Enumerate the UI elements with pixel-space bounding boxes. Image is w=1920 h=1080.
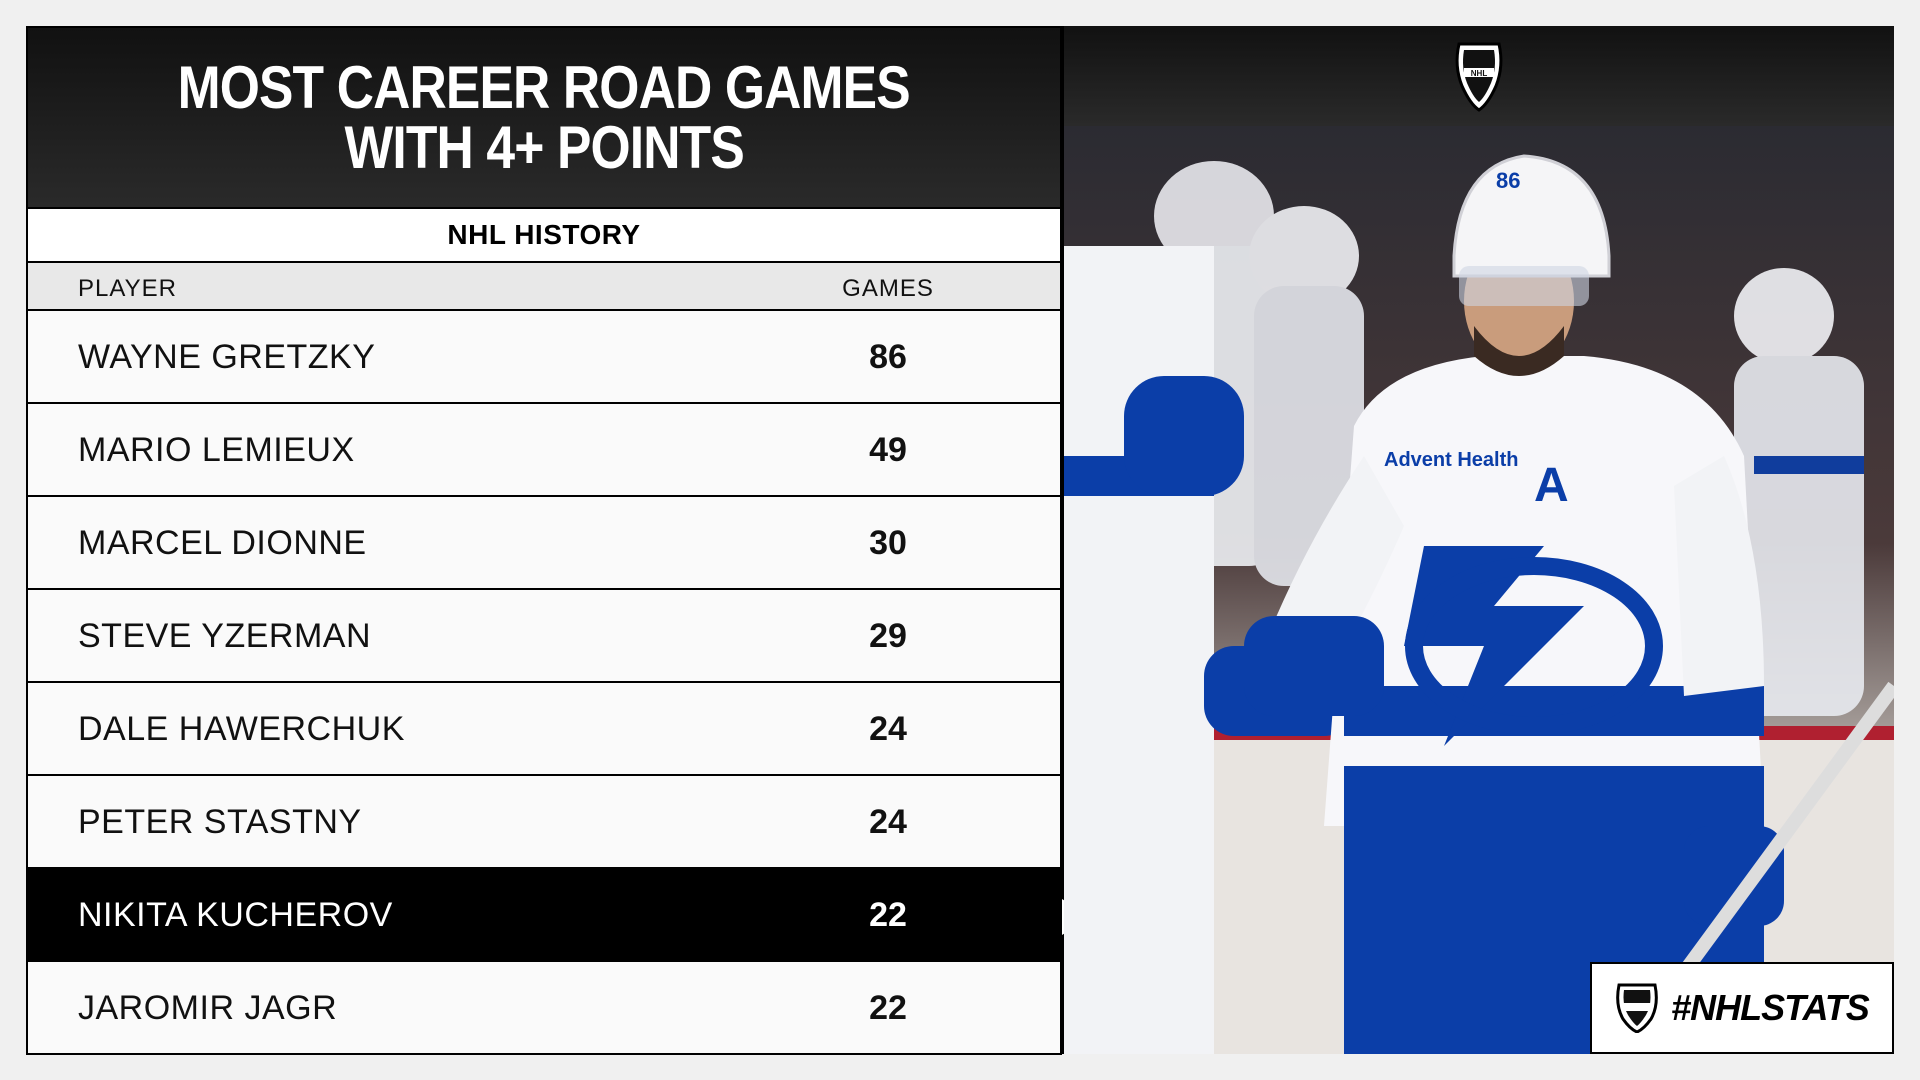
column-header-player: PLAYER [78,275,177,302]
table-header: PLAYER GAMES [26,263,1062,311]
table-body: WAYNE GRETZKY 86 MARIO LEMIEUX 49 MARCEL… [26,311,1090,1055]
games-value: 86 [869,338,907,376]
title-line-1: MOST CAREER ROAD GAMES [177,53,911,121]
player-photo: A Advent Health 86 #NHLSTATS [1064,126,1894,1054]
subtitle-box: NHL HISTORY [26,209,1062,263]
player-name: WAYNE GRETZKY [78,338,376,376]
title-line-2: WITH 4+ POINTS [344,113,744,181]
table-row: MARCEL DIONNE 30 [26,497,1062,590]
column-header-games: GAMES [842,275,934,302]
player-name: PETER STASTNY [78,803,362,841]
nhl-shield-logo: NHL [1455,42,1503,112]
nhl-shield-logo [1616,983,1658,1033]
nhlstats-badge: #NHLSTATS [1590,962,1894,1054]
logo-bar: NHL [1064,26,1894,126]
title-box: MOST CAREER ROAD GAMES WITH 4+ POINTS [26,26,1062,209]
svg-text:NHL: NHL [1471,69,1488,78]
games-value: 29 [869,617,907,655]
player-name: DALE HAWERCHUK [78,710,405,748]
table-row-highlighted: NIKITA KUCHEROV 22 [26,869,1090,962]
games-value: 24 [869,803,907,841]
games-value: 22 [869,896,907,934]
subtitle: NHL HISTORY [447,219,641,250]
table-row: MARIO LEMIEUX 49 [26,404,1062,497]
player-name: MARCEL DIONNE [78,524,367,562]
photo-panel: NHL [1064,26,1894,1054]
player-name: NIKITA KUCHEROV [78,896,393,934]
table-row: JAROMIR JAGR 22 [26,962,1062,1055]
stats-panel: MOST CAREER ROAD GAMES WITH 4+ POINTS NH… [26,26,1090,1055]
games-value: 24 [869,710,907,748]
photo-illustration: A Advent Health 86 [1064,126,1894,1054]
table-row: STEVE YZERMAN 29 [26,590,1062,683]
jersey-number: 86 [1496,168,1520,193]
games-value: 30 [869,524,907,562]
games-value: 22 [869,989,907,1027]
captain-letter: A [1534,459,1569,512]
table-row: DALE HAWERCHUK 24 [26,683,1062,776]
player-name: JAROMIR JAGR [78,989,338,1027]
hashtag-text: #NHLSTATS [1671,987,1870,1028]
table-row: WAYNE GRETZKY 86 [26,311,1062,404]
table-row: PETER STASTNY 24 [26,776,1062,869]
player-name: MARIO LEMIEUX [78,431,355,469]
sponsor-text: Advent Health [1384,449,1518,471]
player-name: STEVE YZERMAN [78,617,372,655]
games-value: 49 [869,431,907,469]
